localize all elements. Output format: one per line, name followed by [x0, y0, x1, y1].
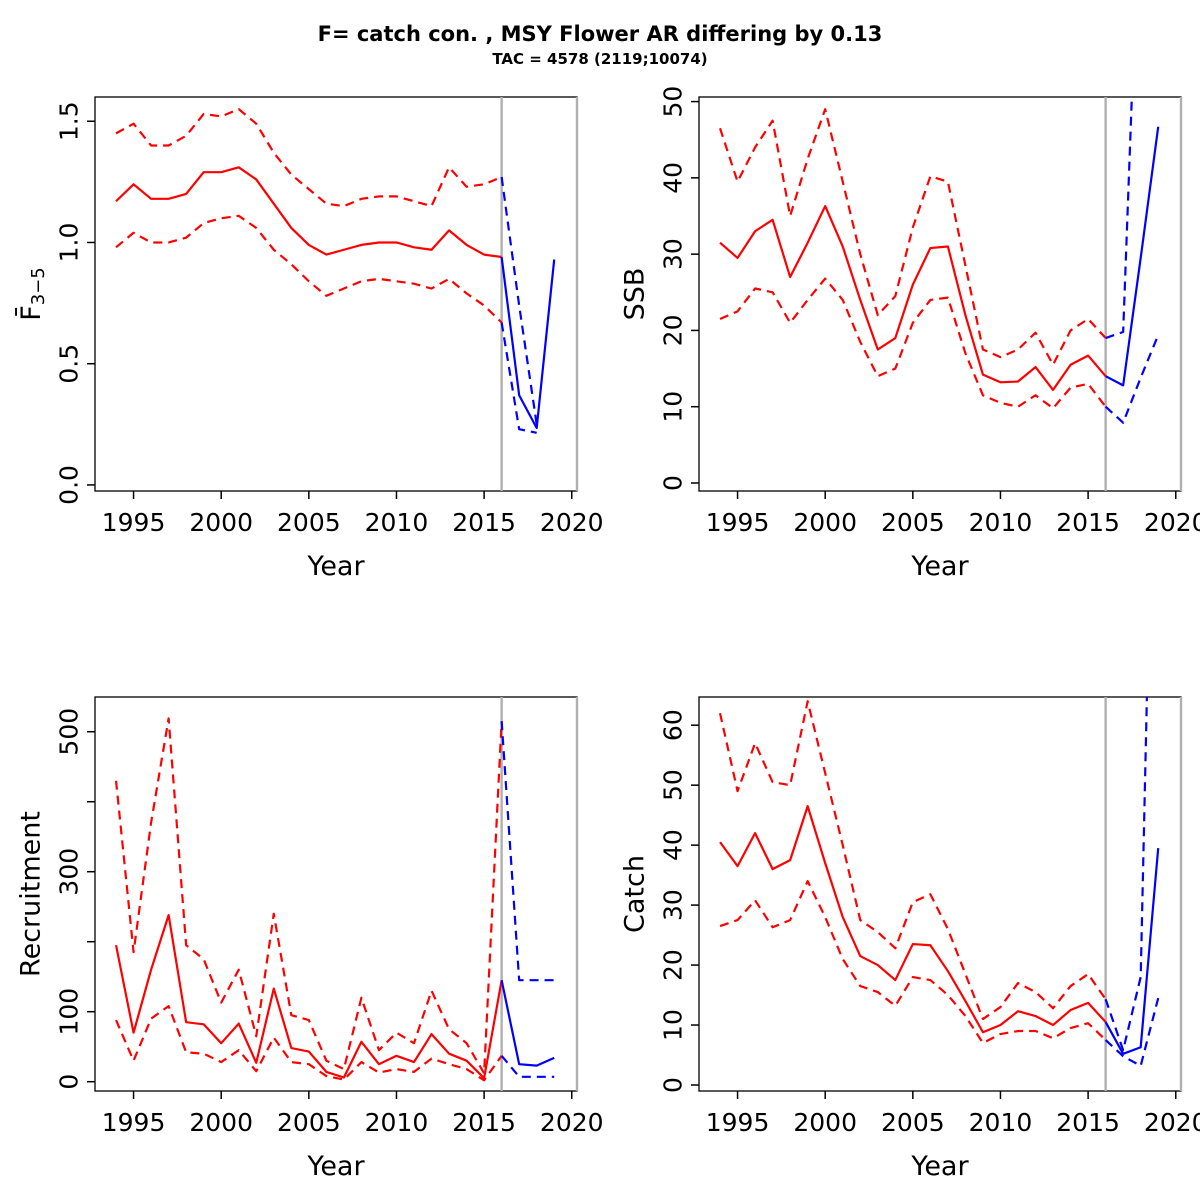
- x-tick-label: 2020: [540, 1108, 604, 1137]
- y-tick-label: 0: [659, 1077, 688, 1093]
- forecast-upper-ci-line: [500, 721, 555, 982]
- y-tick-label: 20: [659, 315, 688, 347]
- historical-upper-ci-line: [718, 108, 1107, 366]
- x-tick-label: 2000: [793, 1108, 857, 1137]
- x-axis-title: Year: [306, 1151, 365, 1182]
- y-axis-title: Catch: [620, 855, 651, 933]
- x-tick-label: 2020: [1144, 508, 1200, 537]
- x-tick-label: 2015: [452, 1108, 516, 1137]
- panel-catch: 1995 2000 2005 2010 2015 2020 0 10 20 30 40 50 60 Yea…: [620, 696, 1200, 1182]
- x-tick-label: 2000: [793, 508, 857, 537]
- series-group: [718, 97, 1160, 424]
- y-tick-label: 60: [659, 709, 688, 741]
- historical-median-line: [719, 805, 1107, 1034]
- plot-border: [94, 96, 578, 492]
- forecast-upper-ci-line: [1104, 697, 1148, 1052]
- x-tick-label: 2020: [540, 508, 604, 537]
- x-tick-label: 2015: [1056, 508, 1120, 537]
- x-tick-label: 2005: [277, 508, 341, 537]
- y-axis-title: SSB: [620, 268, 651, 321]
- y-axis-title: Recruitment: [16, 811, 47, 977]
- forecast-lower-ci-line: [500, 322, 537, 434]
- forecast-lower-ci-line: [500, 1055, 555, 1078]
- y-tick-label: 10: [659, 1009, 688, 1041]
- historical-median-line: [115, 166, 502, 259]
- y-tick-label: 100: [55, 988, 84, 1036]
- y-tick-label: 0.5: [55, 344, 84, 384]
- y-tick-label: 50: [659, 86, 688, 118]
- historical-lower-ci-line: [115, 214, 503, 324]
- historical-lower-ci-line: [719, 277, 1107, 410]
- x-tick-label: 2010: [365, 1108, 429, 1137]
- panel-recruitment: 1995 2000 2005 2010 2015 2020 0 100 300 500 Year Re…: [16, 696, 604, 1182]
- x-tick-label: 2020: [1144, 1108, 1200, 1137]
- chart-title: F= catch con. , MSY Flower AR differing …: [317, 22, 883, 46]
- x-tick-label: 1995: [706, 1108, 770, 1137]
- y-tick-label: 30: [659, 238, 688, 270]
- y-tick-label: 0.0: [55, 465, 84, 505]
- y-axis-title: F̄3−5: [15, 267, 49, 321]
- y-tick-label: 30: [659, 889, 688, 921]
- forecast-lower-ci-line: [1104, 997, 1160, 1067]
- y-tick-label: 50: [659, 769, 688, 801]
- y-tick-label: 20: [659, 949, 688, 981]
- historical-median-line: [114, 914, 503, 1080]
- x-tick-label: 2010: [969, 508, 1033, 537]
- historical-upper-ci-line: [718, 700, 1107, 1021]
- series-group: [114, 717, 555, 1082]
- forecast-upper-ci-line: [1105, 97, 1133, 340]
- forecast-median-line: [500, 256, 556, 430]
- x-axis-title: Year: [910, 551, 969, 582]
- historical-lower-ci-line: [719, 880, 1107, 1045]
- plot-border: [698, 696, 1182, 1092]
- forecast-lower-ci-line: [1104, 334, 1160, 424]
- panel-fbar: 1995 2000 2005 2010 2015 2020 0.0 0.5 1.0 1.5 Year…: [15, 96, 604, 582]
- y-tick-label: 1.5: [55, 101, 84, 141]
- x-tick-label: 1995: [102, 1108, 166, 1137]
- forecast-median-line: [500, 979, 555, 1067]
- y-tick-label: 300: [55, 848, 84, 896]
- x-axis-title: Year: [910, 1151, 969, 1182]
- historical-upper-ci-line: [114, 717, 503, 1075]
- y-tick-label: 1.0: [55, 223, 84, 263]
- x-tick-label: 2005: [277, 1108, 341, 1137]
- x-tick-label: 2000: [189, 508, 253, 537]
- x-tick-label: 2010: [969, 1108, 1033, 1137]
- x-tick-label: 2005: [881, 508, 945, 537]
- historical-median-line: [719, 204, 1107, 392]
- x-tick-label: 2015: [1056, 1108, 1120, 1137]
- x-tick-label: 2000: [189, 1108, 253, 1137]
- y-tick-label: 40: [659, 162, 688, 194]
- forecast-median-line: [1105, 126, 1160, 387]
- plot-border: [698, 96, 1182, 492]
- historical-lower-ci-line: [115, 1004, 503, 1082]
- forecast-median-line: [1104, 848, 1160, 1055]
- x-tick-label: 2010: [365, 508, 429, 537]
- y-tick-label: 0: [659, 475, 688, 491]
- chart-subtitle: TAC = 4578 (2119;10074): [492, 50, 708, 68]
- y-tick-label: 10: [659, 391, 688, 423]
- historical-upper-ci-line: [115, 108, 503, 208]
- x-tick-label: 1995: [706, 508, 770, 537]
- series-group: [115, 108, 556, 434]
- x-tick-label: 1995: [102, 508, 166, 537]
- panel-ssb: 1995 2000 2005 2010 2015 2020 0 10 20 30 40 50 Year S…: [620, 86, 1200, 582]
- y-tick-label: 0: [55, 1074, 84, 1090]
- x-axis-title: Year: [306, 551, 365, 582]
- x-tick-label: 2015: [452, 508, 516, 537]
- y-tick-label: 500: [55, 708, 84, 756]
- y-tick-label: 40: [659, 829, 688, 861]
- series-group: [718, 697, 1160, 1067]
- x-tick-label: 2005: [881, 1108, 945, 1137]
